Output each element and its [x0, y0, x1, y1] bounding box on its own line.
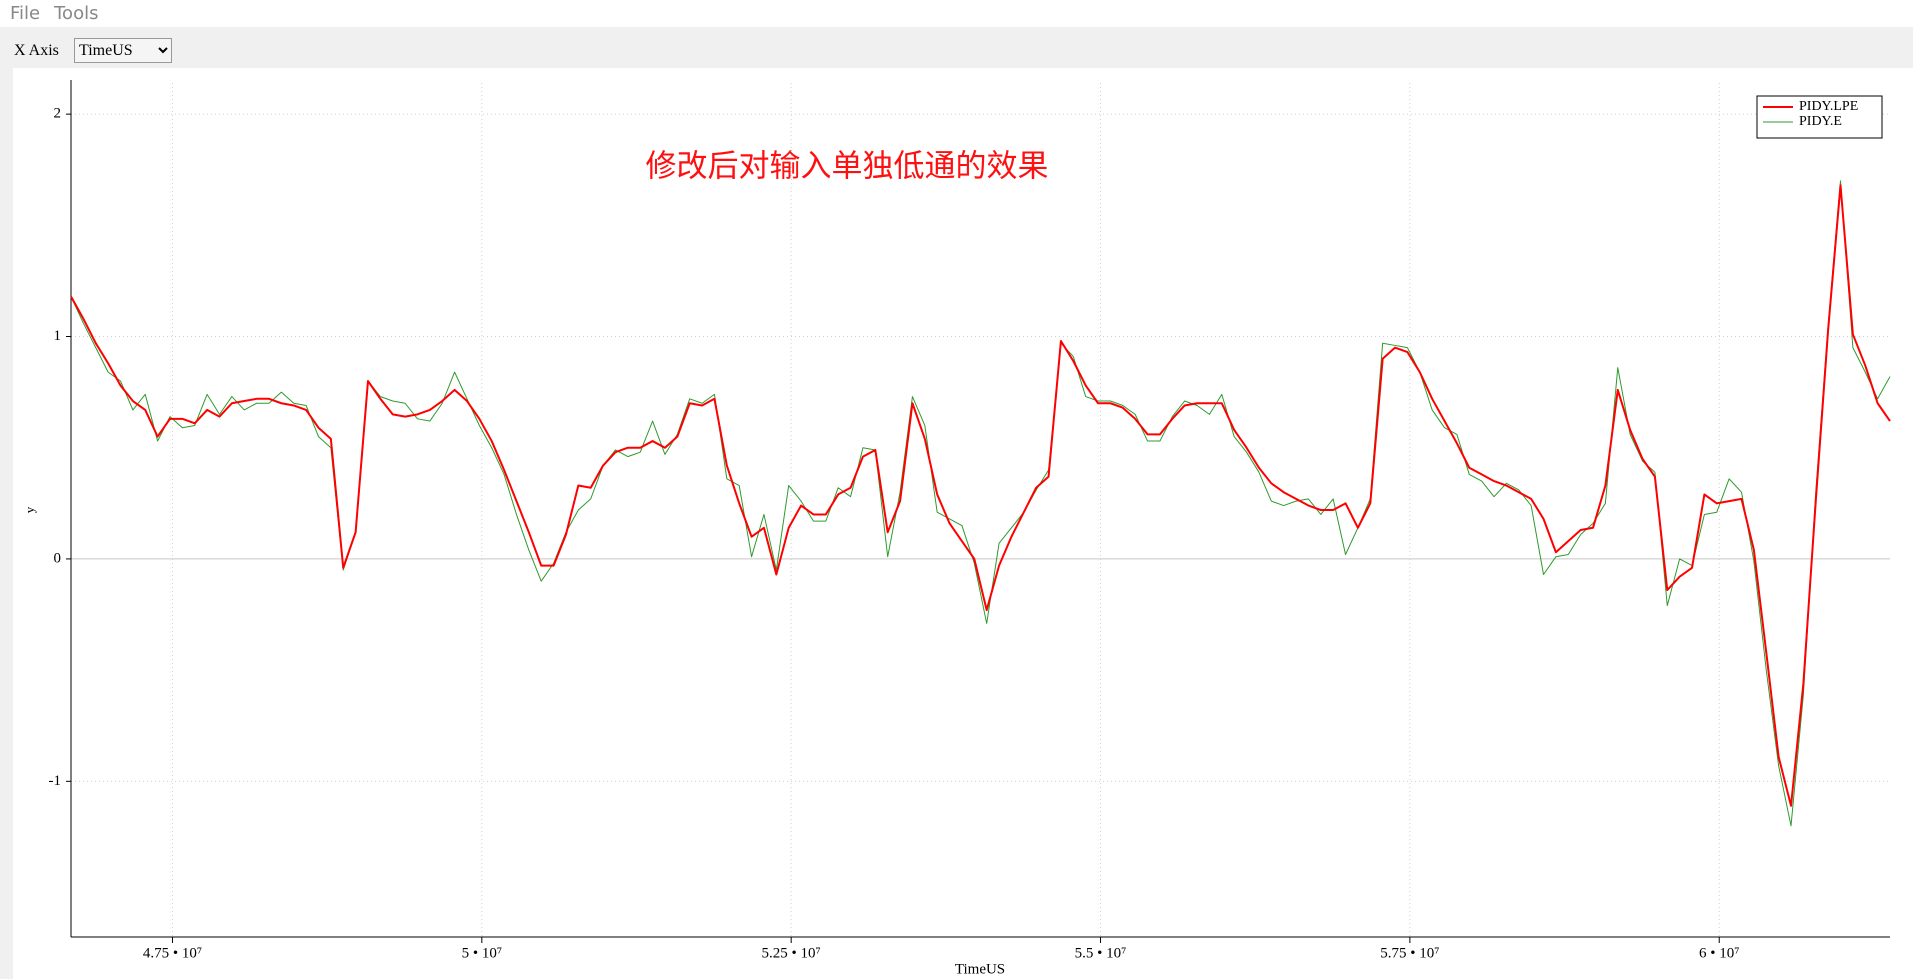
x-tick-label: 5.75 • 10⁷	[1380, 945, 1439, 961]
legend-box	[1756, 95, 1883, 139]
y-axis-title: y	[22, 506, 37, 513]
x-tick-label: 5 • 10⁷	[462, 945, 502, 961]
series-line	[70, 184, 1891, 807]
chart-annotation: 修改后对输入单独低通的效果	[646, 149, 1049, 185]
plot-background	[13, 68, 1913, 979]
menu-item[interactable]: File	[10, 3, 41, 24]
x-tick-label: 6 • 10⁷	[1699, 945, 1739, 961]
legend-label: PIDY.E	[1799, 114, 1842, 129]
chart: 修改后对输入单独低通的效果 TimeUS y -1 0 1 2 4.75 • 10⁷ 5 …	[13, 68, 1913, 979]
x-tick-label: 5.5 • 10⁷	[1075, 945, 1127, 961]
x-tick-label: 5.25 • 10⁷	[762, 945, 821, 961]
toolbar: X Axis TimeUS	[0, 36, 1913, 64]
y-tick-label: 2	[54, 106, 62, 122]
y-tick-label: -1	[49, 773, 62, 789]
x-axis-select[interactable]: TimeUS	[74, 38, 172, 63]
x-axis-title: TimeUS	[955, 961, 1005, 977]
legend-label: PIDY.LPE	[1799, 99, 1858, 114]
x-axis-label: X Axis	[14, 42, 59, 59]
menu-item[interactable]: Tools	[54, 3, 99, 24]
y-tick-label: 0	[54, 550, 62, 566]
y-tick-label: 1	[54, 328, 62, 344]
x-tick-label: 4.75 • 10⁷	[143, 945, 202, 961]
menu-bar: File Tools	[0, 0, 1913, 27]
